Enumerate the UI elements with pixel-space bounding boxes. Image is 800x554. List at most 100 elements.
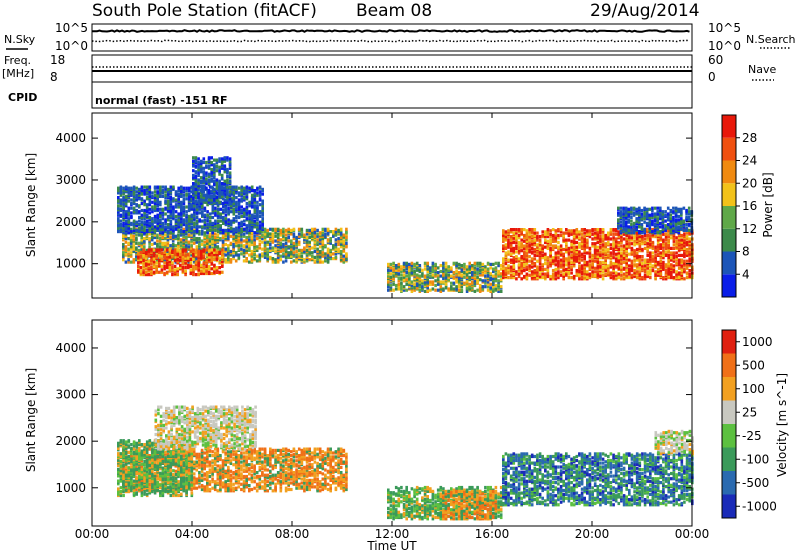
data-cell bbox=[148, 192, 152, 196]
data-cell bbox=[156, 219, 159, 223]
data-cell bbox=[190, 244, 193, 248]
data-cell bbox=[202, 186, 206, 190]
data-cell bbox=[659, 259, 663, 263]
data-cell bbox=[153, 227, 157, 231]
data-cell bbox=[261, 247, 264, 251]
data-cell bbox=[228, 201, 232, 206]
data-cell bbox=[135, 241, 138, 245]
data-cell bbox=[219, 212, 222, 216]
data-cell bbox=[224, 232, 227, 236]
data-cell bbox=[628, 244, 631, 248]
data-cell bbox=[436, 266, 440, 270]
data-cell bbox=[138, 187, 141, 191]
data-cell bbox=[205, 186, 208, 190]
data-cell bbox=[194, 156, 198, 160]
data-cell bbox=[628, 264, 631, 268]
nave-label: Nave bbox=[748, 63, 776, 76]
data-cell bbox=[622, 256, 626, 260]
data-cell bbox=[144, 256, 148, 260]
data-cell bbox=[318, 249, 322, 254]
data-cell bbox=[509, 273, 513, 277]
data-cell bbox=[117, 206, 120, 210]
data-cell bbox=[220, 162, 224, 166]
data-cell bbox=[418, 282, 422, 286]
data-cell bbox=[135, 193, 138, 197]
data-cell bbox=[200, 247, 204, 251]
data-cell bbox=[182, 234, 185, 238]
data-cell bbox=[551, 262, 555, 266]
data-cell bbox=[155, 270, 158, 274]
data-cell bbox=[279, 241, 283, 245]
data-cell bbox=[229, 234, 233, 238]
data-cell bbox=[153, 185, 157, 189]
data-cell bbox=[282, 227, 285, 231]
data-cell bbox=[557, 276, 560, 280]
data-cell bbox=[274, 258, 277, 262]
data-cell bbox=[210, 190, 213, 194]
data-cell bbox=[253, 189, 257, 193]
data-cell bbox=[211, 227, 215, 231]
data-cell bbox=[612, 228, 615, 232]
data-cell bbox=[305, 259, 309, 263]
data-cell bbox=[596, 272, 600, 276]
data-cell bbox=[155, 248, 158, 252]
data-cell bbox=[207, 249, 211, 253]
data-cell bbox=[290, 254, 293, 258]
data-cell bbox=[174, 214, 178, 218]
data-cell bbox=[192, 169, 195, 173]
data-cell bbox=[473, 271, 477, 275]
data-cell bbox=[237, 225, 241, 229]
data-cell bbox=[263, 230, 267, 234]
data-cell bbox=[211, 211, 215, 215]
data-cell bbox=[546, 256, 550, 260]
data-cell bbox=[643, 270, 647, 274]
data-cell bbox=[546, 264, 550, 268]
data-cell bbox=[127, 224, 131, 228]
data-cell bbox=[507, 271, 510, 275]
data-cell bbox=[630, 246, 634, 250]
data-cell bbox=[271, 257, 275, 261]
data-cell bbox=[160, 251, 164, 256]
data-cell bbox=[557, 256, 560, 260]
data-cell bbox=[646, 272, 649, 276]
data-cell bbox=[229, 210, 233, 214]
data-cell bbox=[525, 229, 529, 233]
data-cell bbox=[471, 264, 474, 268]
data-cell bbox=[172, 225, 175, 229]
data-cell bbox=[201, 230, 204, 234]
data-cell bbox=[546, 271, 550, 275]
data-cell bbox=[266, 251, 269, 255]
data-cell bbox=[261, 213, 264, 217]
data-cell bbox=[213, 235, 217, 240]
data-cell bbox=[148, 224, 152, 228]
data-cell bbox=[489, 262, 492, 266]
data-cell bbox=[156, 226, 159, 230]
data-cell bbox=[633, 236, 636, 240]
data-cell bbox=[144, 250, 148, 254]
data-cell bbox=[489, 272, 492, 276]
data-cell bbox=[426, 261, 429, 265]
data-cell bbox=[520, 266, 523, 270]
data-cell bbox=[223, 156, 227, 160]
data-cell bbox=[232, 212, 236, 216]
data-cell bbox=[557, 236, 560, 240]
data-cell bbox=[586, 251, 589, 255]
data-cell bbox=[646, 249, 649, 253]
data-cell bbox=[628, 258, 631, 262]
data-cell bbox=[507, 240, 510, 245]
data-cell bbox=[517, 228, 521, 232]
data-cell bbox=[174, 190, 178, 194]
data-cell bbox=[507, 252, 510, 256]
data-cell bbox=[554, 236, 558, 240]
data-cell bbox=[229, 219, 233, 223]
data-cell bbox=[625, 269, 628, 273]
data-cell bbox=[326, 255, 330, 259]
data-cell bbox=[207, 198, 211, 202]
data-cell bbox=[159, 193, 162, 197]
data-cell bbox=[158, 237, 162, 241]
data-cell bbox=[235, 196, 238, 200]
data-cell bbox=[263, 255, 267, 259]
data-cell bbox=[599, 273, 602, 277]
data-cell bbox=[533, 233, 537, 238]
data-cell bbox=[253, 242, 256, 247]
